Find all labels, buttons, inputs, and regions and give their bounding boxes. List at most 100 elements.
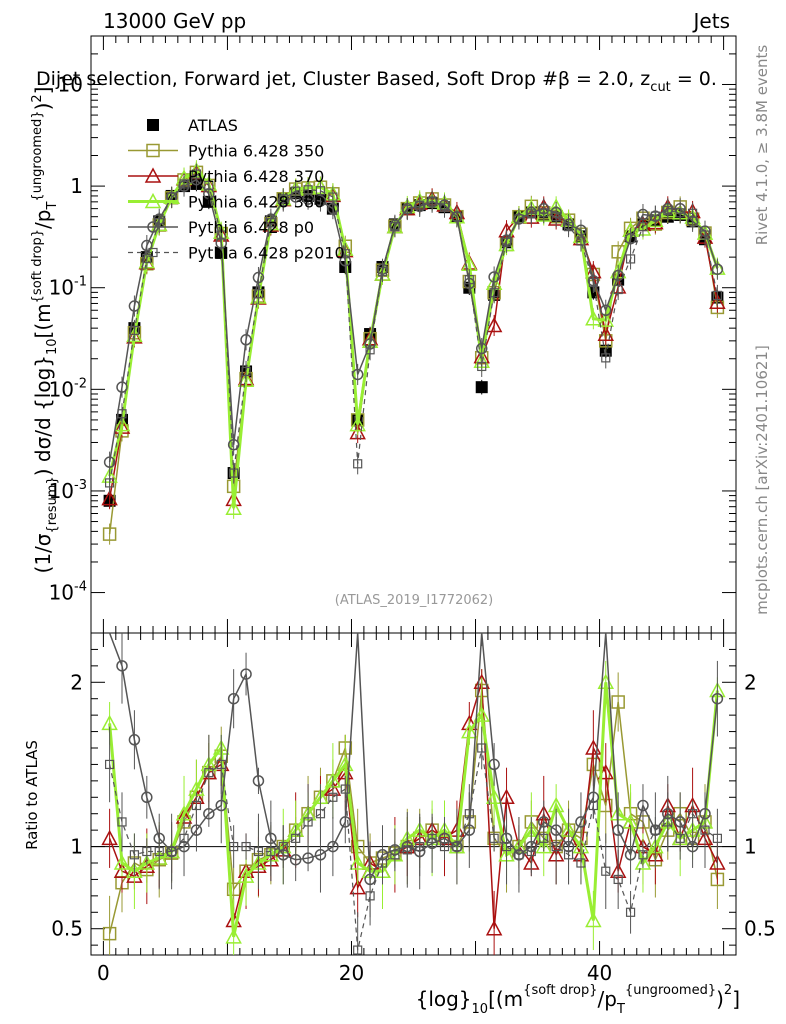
ratio-point — [278, 841, 288, 852]
ratio-point — [117, 817, 127, 827]
ratio-point — [113, 854, 131, 870]
ratio-point — [314, 849, 327, 861]
legend-marker — [144, 192, 162, 209]
ratio-point — [142, 846, 152, 857]
ratio-point — [289, 853, 302, 866]
data-point — [439, 202, 450, 212]
ratio-point — [167, 846, 177, 857]
ratio-point — [637, 799, 649, 812]
data-point — [551, 212, 561, 222]
ratio-line — [108, 632, 719, 883]
data-point — [585, 310, 602, 326]
data-point — [142, 253, 152, 264]
ratio-point — [477, 743, 487, 753]
data-point — [711, 263, 724, 275]
ratio-point — [601, 866, 611, 876]
data-point — [613, 284, 623, 295]
legend-label: Pythia 6.428 p2010 — [188, 244, 345, 263]
y-tick-label: 10-4 — [49, 580, 87, 605]
legend-marker — [147, 119, 159, 131]
legend-item: ATLAS — [147, 116, 238, 135]
ratio-point — [663, 817, 673, 827]
ratio-axis-ticks: 0 20 40 0.5 0.5 1 1 2 2 — [51, 648, 776, 985]
ratio-point — [611, 695, 625, 709]
ratio-point — [216, 759, 226, 770]
ratio-point — [539, 833, 549, 843]
ratio-plot-frame — [90, 632, 737, 956]
ratio-point — [191, 800, 202, 811]
data-point — [539, 208, 549, 218]
ratio-point — [634, 854, 652, 870]
legend-item: Pythia 6.428 380 — [128, 193, 324, 212]
data-point — [475, 381, 488, 394]
ratio-point — [473, 706, 490, 722]
ratio-point — [488, 758, 500, 771]
legend-marker — [144, 167, 162, 183]
data-point — [675, 208, 685, 218]
ratio-point — [349, 854, 366, 870]
ratio-point — [501, 841, 512, 852]
ratio-point — [237, 867, 255, 883]
ratio-point — [612, 824, 624, 836]
data-point — [650, 211, 660, 221]
data-point — [349, 424, 366, 440]
ratio-point — [340, 784, 350, 794]
analysis-id: (ATLAS_2019_I1772062) — [335, 593, 493, 608]
ratio-point — [105, 759, 115, 770]
main-series-layer — [101, 160, 726, 545]
data-point — [216, 230, 226, 240]
ratio-point — [535, 837, 552, 854]
data-point — [241, 366, 251, 377]
main-y-label: (1/σ{resum}) dσ/d {log}10[(m{soft drop}/… — [30, 87, 60, 574]
ratio-point — [551, 841, 561, 852]
ratio-point — [624, 849, 637, 861]
side-note-rivet: Rivet 4.1.0, ≥ 3.8M events — [753, 45, 771, 246]
ratio-point — [327, 840, 339, 853]
ratio-point — [687, 809, 698, 819]
series-pythia-6-428-p2010 — [105, 163, 722, 494]
ratio-point — [141, 791, 153, 804]
data-point — [452, 212, 462, 222]
data-point — [353, 459, 363, 469]
ratio-point — [377, 858, 388, 868]
data-point — [266, 218, 276, 228]
y-tick-label: 10 — [58, 72, 83, 96]
data-point — [477, 361, 487, 372]
ratio-tick-label-right: 2 — [744, 670, 757, 694]
data-point — [291, 186, 301, 196]
legend-label: Pythia 6.428 380 — [188, 193, 324, 212]
data-point — [475, 342, 488, 355]
data-point — [700, 230, 710, 240]
data-point — [625, 254, 636, 264]
y-tick-label: 10-3 — [49, 478, 87, 503]
data-point — [227, 438, 240, 451]
data-point — [204, 180, 214, 191]
y-tick-label: 1 — [70, 174, 83, 198]
ratio-line — [109, 747, 718, 951]
data-point — [328, 192, 338, 202]
ratio-point — [241, 841, 251, 852]
ratio-series-pythia-6-428-p0 — [108, 632, 724, 918]
legend-label: Pythia 6.428 370 — [188, 167, 324, 186]
data-point — [485, 316, 503, 333]
data-point — [117, 409, 127, 419]
data-point — [116, 381, 128, 393]
data-point — [102, 527, 117, 541]
legend-item: Pythia 6.428 350 — [128, 142, 324, 161]
ratio-point — [190, 824, 203, 836]
data-point — [105, 478, 115, 488]
ratio-point — [585, 911, 602, 928]
series-pythia-6-428-370 — [101, 161, 726, 510]
ratio-point — [402, 845, 412, 855]
data-point — [464, 275, 474, 285]
data-point — [253, 289, 264, 299]
ratio-point — [526, 846, 536, 857]
main-axis-ticks: 10-4 10-3 10-2 10-1 1 10 — [49, 35, 736, 955]
ratio-point — [452, 841, 462, 852]
ratio-point — [575, 816, 587, 828]
ratio-point — [588, 800, 598, 811]
y-tick-label: 10-2 — [49, 376, 87, 401]
ratio-point — [179, 833, 189, 843]
ratio-point — [700, 825, 710, 835]
